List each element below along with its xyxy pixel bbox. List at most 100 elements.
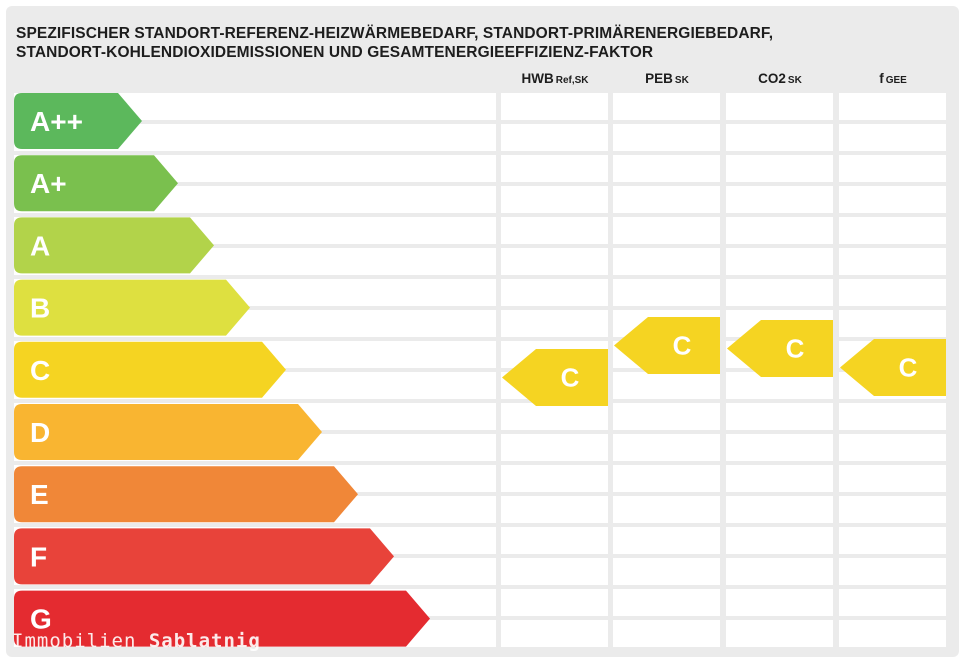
- class-arrow-aplus: [14, 155, 178, 212]
- class-label: A: [30, 230, 50, 261]
- column-header-subscript: SK: [787, 75, 802, 86]
- grid-stripe: [839, 434, 946, 461]
- class-label: D: [30, 417, 50, 448]
- grid-stripe: [501, 155, 608, 182]
- rating-label: C: [561, 363, 580, 393]
- rating-indicator: [614, 317, 720, 374]
- rating-indicator: [840, 339, 946, 396]
- grid-stripe: [726, 496, 833, 523]
- grid-stripe: [613, 620, 720, 647]
- rating-label: C: [786, 334, 805, 364]
- grid-stripe: [839, 620, 946, 647]
- grid-stripe: [613, 403, 720, 430]
- grid-stripe: [726, 248, 833, 275]
- column-header-name: HWB: [521, 71, 554, 86]
- grid-stripe: [726, 217, 833, 244]
- grid-stripe: [726, 620, 833, 647]
- grid-stripe: [839, 124, 946, 151]
- grid-stripe: [839, 217, 946, 244]
- class-arrow-c: [14, 341, 286, 398]
- class-arrow-aplusplus: [14, 93, 142, 149]
- chart-title-line-2: STANDORT-KOHLENDIOXIDEMISSIONEN UND GESA…: [16, 44, 654, 61]
- grid-stripe: [726, 155, 833, 182]
- chart-title: SPEZIFISCHER STANDORT-REFERENZ-HEIZWÄRME…: [16, 24, 936, 62]
- grid-stripe: [501, 310, 608, 337]
- grid-stripe: [613, 372, 720, 399]
- column-header-name: f: [879, 71, 884, 86]
- grid-stripe: [726, 558, 833, 585]
- rating-label: C: [673, 331, 692, 361]
- grid-stripe: [839, 465, 946, 492]
- grid-stripe: [726, 124, 833, 151]
- grid-stripe: [501, 558, 608, 585]
- class-label: F: [30, 541, 47, 572]
- grid-stripe: [501, 620, 608, 647]
- grid-stripe: [613, 589, 720, 616]
- column-header: PEB SK: [613, 71, 721, 86]
- column-header-subscript: GEE: [885, 75, 907, 86]
- grid-stripe: [613, 434, 720, 461]
- class-label: C: [30, 355, 50, 386]
- grid-stripe: [501, 248, 608, 275]
- grid-stripe: [613, 124, 720, 151]
- grid-stripe: [501, 496, 608, 523]
- grid-stripe: [839, 93, 946, 120]
- class-arrow-f: [14, 528, 394, 585]
- grid-stripe: [726, 403, 833, 430]
- grid-stripe: [501, 434, 608, 461]
- watermark-light: Immobilien: [12, 630, 137, 652]
- grid-stripe: [613, 186, 720, 213]
- class-label: E: [30, 479, 49, 510]
- column-header: CO2 SK: [726, 71, 834, 86]
- grid-stripe: [839, 496, 946, 523]
- watermark-bold: Sablatnig: [148, 630, 261, 652]
- grid-stripe: [613, 217, 720, 244]
- grid-stripe: [613, 496, 720, 523]
- grid-stripe: [839, 589, 946, 616]
- class-arrow-d: [14, 404, 322, 460]
- class-label: A+: [30, 168, 67, 199]
- class-arrow-g: [14, 590, 430, 647]
- rating-indicator: [727, 320, 833, 377]
- grid-stripe: [839, 186, 946, 213]
- class-label: A++: [30, 106, 83, 137]
- grid-stripe: [501, 279, 608, 306]
- grid-stripe: [501, 217, 608, 244]
- grid-stripe: [839, 155, 946, 182]
- grid-stripe: [501, 403, 608, 430]
- watermark: Immobilien Sablatnig: [12, 630, 261, 652]
- grid-stripe: [726, 589, 833, 616]
- grid-stripe: [613, 155, 720, 182]
- grid-stripe: [613, 527, 720, 554]
- class-arrow-b: [14, 279, 250, 336]
- grid-stripe: [501, 465, 608, 492]
- grid-stripe: [839, 248, 946, 275]
- grid-stripe: [839, 527, 946, 554]
- grid-stripe: [839, 279, 946, 306]
- grid-stripe: [613, 279, 720, 306]
- rating-label: C: [899, 353, 918, 383]
- grid-stripe: [839, 403, 946, 430]
- grid-stripe: [613, 558, 720, 585]
- rating-indicator: [502, 349, 608, 406]
- column-header-name: PEB: [645, 71, 673, 86]
- grid-stripe: [726, 465, 833, 492]
- column-header-subscript: Ref,SK: [555, 75, 589, 86]
- grid-stripe: [726, 527, 833, 554]
- class-arrow-a: [14, 217, 214, 274]
- grid-stripe: [839, 310, 946, 337]
- grid-stripe: [613, 93, 720, 120]
- class-label: B: [30, 293, 50, 324]
- column-header: HWB Ref,SK: [501, 71, 609, 86]
- grid-stripe: [726, 186, 833, 213]
- grid-stripe: [501, 527, 608, 554]
- grid-stripe: [726, 279, 833, 306]
- chart-title-line-1: SPEZIFISCHER STANDORT-REFERENZ-HEIZWÄRME…: [16, 25, 774, 42]
- grid-stripe: [501, 186, 608, 213]
- grid-stripe: [501, 589, 608, 616]
- column-header-subscript: SK: [674, 75, 689, 86]
- grid-stripe: [726, 93, 833, 120]
- class-label: G: [30, 604, 52, 635]
- column-header: f GEE: [839, 71, 947, 86]
